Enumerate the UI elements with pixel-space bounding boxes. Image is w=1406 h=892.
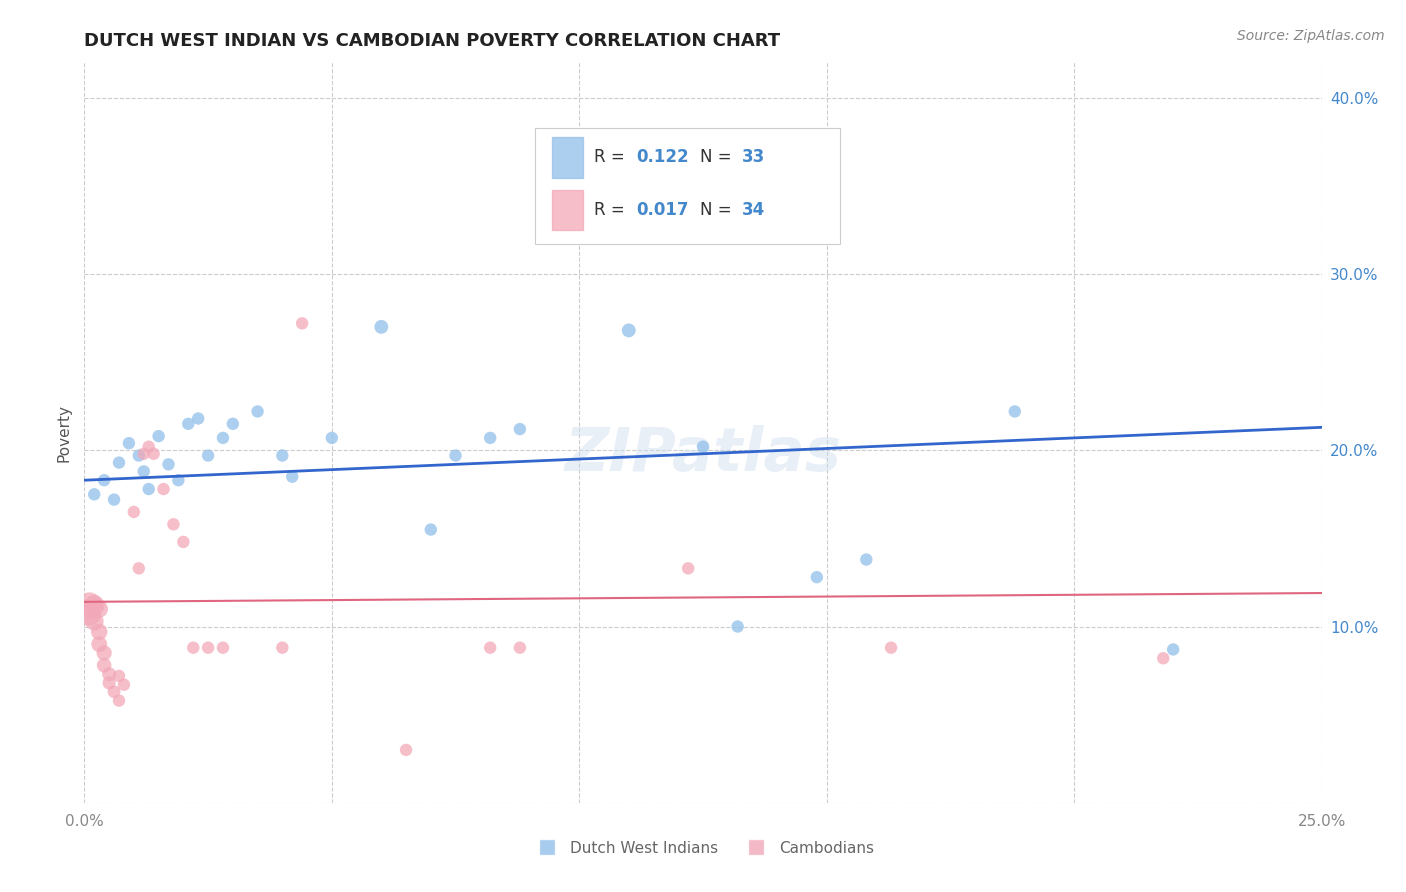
Point xyxy=(112,678,135,692)
Point xyxy=(222,417,245,431)
Point xyxy=(246,404,269,418)
Point xyxy=(142,447,165,461)
Point xyxy=(727,619,749,633)
Point xyxy=(89,624,111,639)
Point xyxy=(479,431,502,445)
Point xyxy=(177,417,200,431)
Point xyxy=(128,561,150,575)
Text: 33: 33 xyxy=(742,148,765,167)
Point xyxy=(212,640,235,655)
Point xyxy=(89,637,111,651)
Point xyxy=(479,640,502,655)
Point xyxy=(108,669,131,683)
Point xyxy=(271,449,294,463)
Bar xyxy=(553,137,583,178)
Point xyxy=(1152,651,1174,665)
Text: 0.122: 0.122 xyxy=(637,148,689,167)
Point xyxy=(108,693,131,707)
Point xyxy=(83,599,105,613)
Point xyxy=(692,440,714,454)
Text: DUTCH WEST INDIAN VS CAMBODIAN POVERTY CORRELATION CHART: DUTCH WEST INDIAN VS CAMBODIAN POVERTY C… xyxy=(84,32,780,50)
Point xyxy=(880,640,903,655)
Point xyxy=(162,517,184,532)
Point xyxy=(138,482,160,496)
Point xyxy=(122,505,145,519)
Text: R =: R = xyxy=(595,201,630,219)
Text: N =: N = xyxy=(700,201,737,219)
Point xyxy=(187,411,209,425)
Text: 34: 34 xyxy=(742,201,765,219)
Point xyxy=(181,640,204,655)
Point xyxy=(509,422,531,436)
Point xyxy=(103,685,125,699)
Point xyxy=(79,599,101,613)
Bar xyxy=(553,189,583,230)
Y-axis label: Poverty: Poverty xyxy=(56,403,72,462)
Point xyxy=(132,464,155,478)
Text: R =: R = xyxy=(595,148,630,167)
Point xyxy=(444,449,467,463)
Point xyxy=(148,429,170,443)
Point xyxy=(93,473,115,487)
Point xyxy=(617,323,640,337)
Point xyxy=(197,640,219,655)
Point xyxy=(291,316,314,330)
Point xyxy=(103,492,125,507)
Point xyxy=(676,561,699,575)
Point xyxy=(1161,642,1184,657)
Text: Source: ZipAtlas.com: Source: ZipAtlas.com xyxy=(1237,29,1385,43)
Point xyxy=(172,535,194,549)
Point xyxy=(855,552,877,566)
Point xyxy=(98,667,121,681)
Point xyxy=(83,614,105,628)
FancyBboxPatch shape xyxy=(536,128,841,244)
Point xyxy=(395,743,418,757)
Point xyxy=(93,646,115,660)
Legend: Dutch West Indians, Cambodians: Dutch West Indians, Cambodians xyxy=(526,835,880,862)
Point xyxy=(132,447,155,461)
Point xyxy=(167,473,190,487)
Point xyxy=(321,431,343,445)
Point xyxy=(281,469,304,483)
Point xyxy=(79,607,101,622)
Text: N =: N = xyxy=(700,148,737,167)
Point xyxy=(212,431,235,445)
Point xyxy=(128,449,150,463)
Point xyxy=(108,456,131,470)
Point xyxy=(83,487,105,501)
Point xyxy=(157,458,180,472)
Point xyxy=(118,436,141,450)
Point xyxy=(138,440,160,454)
Point xyxy=(93,658,115,673)
Point xyxy=(419,523,441,537)
Point xyxy=(806,570,828,584)
Point xyxy=(197,449,219,463)
Point xyxy=(509,640,531,655)
Point xyxy=(543,173,565,187)
Point xyxy=(152,482,174,496)
Text: 0.017: 0.017 xyxy=(637,201,689,219)
Point xyxy=(98,676,121,690)
Point xyxy=(370,319,392,334)
Text: ZIPatlas: ZIPatlas xyxy=(564,425,842,484)
Point xyxy=(271,640,294,655)
Point xyxy=(89,602,111,616)
Point xyxy=(1004,404,1026,418)
